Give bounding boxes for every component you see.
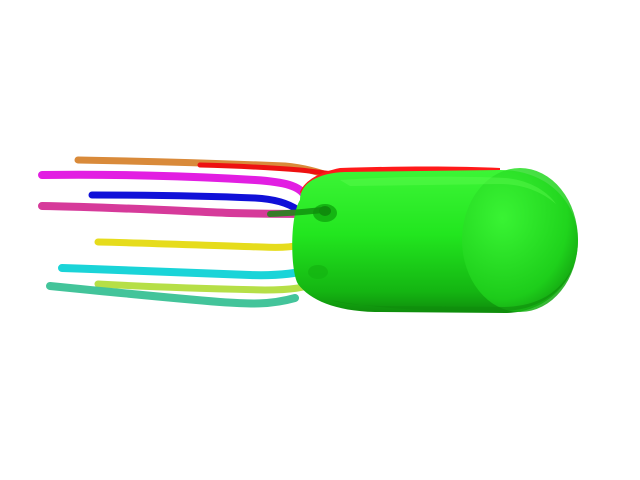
filament-teal (46, 282, 299, 308)
filament-magenta (38, 170, 309, 200)
filament-cyan (58, 264, 322, 280)
filament-blue (88, 191, 302, 214)
filament-yellow (94, 238, 304, 251)
filament-group (38, 156, 353, 308)
capsule-body (292, 168, 578, 313)
filament-lime (94, 278, 324, 294)
filament-root-green (267, 207, 325, 217)
